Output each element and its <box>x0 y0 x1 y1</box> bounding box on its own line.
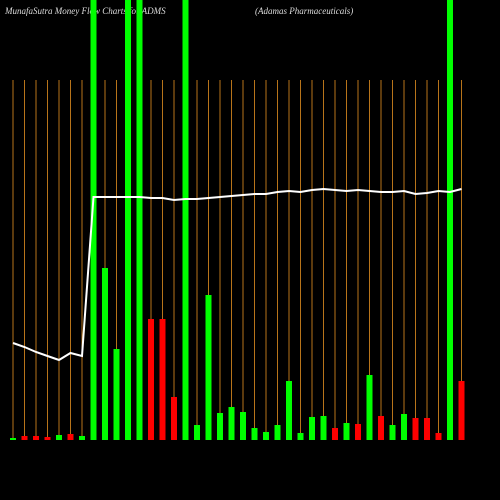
bar <box>343 423 350 440</box>
bar <box>217 413 223 440</box>
bar <box>435 433 442 440</box>
bar <box>194 425 200 440</box>
bar <box>21 436 28 440</box>
bar <box>10 438 16 440</box>
bar <box>113 349 120 440</box>
bar <box>366 375 373 440</box>
bar <box>228 407 235 440</box>
bar <box>320 416 327 440</box>
bar <box>332 428 338 440</box>
bar <box>79 436 85 440</box>
bar <box>182 0 189 440</box>
bar <box>251 428 258 440</box>
bar <box>205 295 212 440</box>
bar <box>33 436 39 440</box>
bar <box>286 381 292 440</box>
bar <box>240 412 246 440</box>
marks <box>10 0 465 440</box>
bar <box>159 319 166 440</box>
bar <box>274 425 281 440</box>
bar <box>412 418 419 440</box>
chart-subtitle: (Adamas Pharmaceuticals) <box>255 6 353 16</box>
money-flow-line <box>12 187 462 362</box>
bar <box>90 0 97 440</box>
bar <box>458 381 465 440</box>
bar <box>44 437 51 440</box>
bar <box>263 432 269 440</box>
bar <box>389 425 396 440</box>
chart-title: MunafaSutra Money Flow Charts for ADMS <box>4 6 166 16</box>
bar <box>424 418 430 440</box>
bar <box>56 435 62 440</box>
bar <box>355 424 361 440</box>
bar <box>401 414 407 440</box>
bar <box>102 268 108 440</box>
bar <box>171 397 177 440</box>
bar <box>136 0 143 440</box>
bar <box>378 416 384 440</box>
bar <box>125 0 131 440</box>
bar <box>309 417 315 440</box>
bar <box>297 433 304 440</box>
bar <box>67 434 74 440</box>
bar <box>447 0 453 440</box>
bar <box>148 319 154 440</box>
